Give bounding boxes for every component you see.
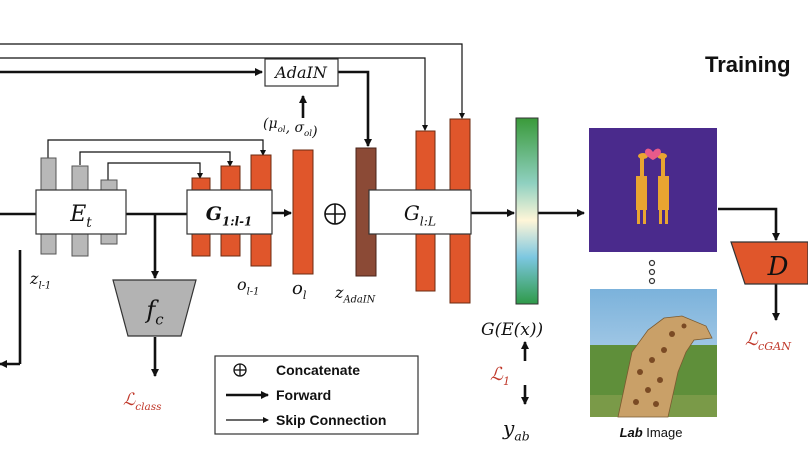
skip-line-e2 [79, 151, 233, 167]
output-ab-bar [515, 117, 539, 305]
loss-cgan: ℒcGAN [745, 329, 792, 353]
training-title: Training [705, 52, 791, 77]
discriminator-block [730, 241, 808, 285]
o-prev-label: ol-1 [237, 275, 259, 298]
lab-image-caption: Lab Image [620, 425, 683, 440]
encoder-label: Et [69, 202, 92, 231]
g-high-label: Gl:L [404, 201, 436, 229]
classifier-block [112, 279, 197, 337]
o-l-label: ol [292, 278, 307, 302]
legend-forward-label: Forward [276, 387, 331, 403]
image-to-discriminator-arrow [718, 207, 780, 241]
mu-sigma-label: (μol, σol) [263, 116, 318, 140]
discriminator-label: D [767, 252, 789, 282]
legend-skip-label: Skip Connection [276, 412, 386, 428]
g-high-block [368, 189, 472, 235]
adain-to-z-arrow [338, 70, 372, 147]
z-skip-label: zl-1 [29, 269, 51, 292]
encoder-block [35, 189, 127, 235]
vertical-ellipsis-icon [648, 259, 656, 285]
legend-concatenate-label: Concatenate [276, 362, 360, 378]
skip-line-outer [0, 43, 465, 119]
loss-l1: ℒ1 [490, 364, 510, 388]
forward-connections [0, 68, 780, 405]
concatenate-icon [324, 203, 346, 225]
target-label: yab [502, 416, 530, 444]
g-low-block [186, 189, 273, 235]
giraffe-pair-icon [636, 153, 669, 224]
ol-feature-bar [292, 149, 314, 275]
z-adain-label: zAdaIN [334, 283, 376, 306]
colorized-image [589, 128, 717, 252]
adain-label: AdaIN [273, 63, 328, 82]
adain-block [264, 58, 339, 87]
skip-line-e1 [47, 139, 266, 158]
lab-image-caption-bold: Lab [620, 425, 643, 440]
loss-class: ℒclass [123, 390, 162, 413]
g-low-label: G1:l-1 [206, 203, 252, 228]
heart-icon [645, 148, 661, 160]
lab-image [590, 289, 717, 418]
skip-line-inner [0, 57, 428, 131]
legend-concat-icon [233, 363, 247, 377]
skip-connections [0, 43, 465, 180]
skip-line-e3 [107, 162, 203, 180]
lab-image-caption-rest: Image [643, 425, 683, 440]
legend: Concatenate Forward Skip Connection [214, 355, 419, 435]
generated-label: G(E(x)) [481, 320, 543, 340]
